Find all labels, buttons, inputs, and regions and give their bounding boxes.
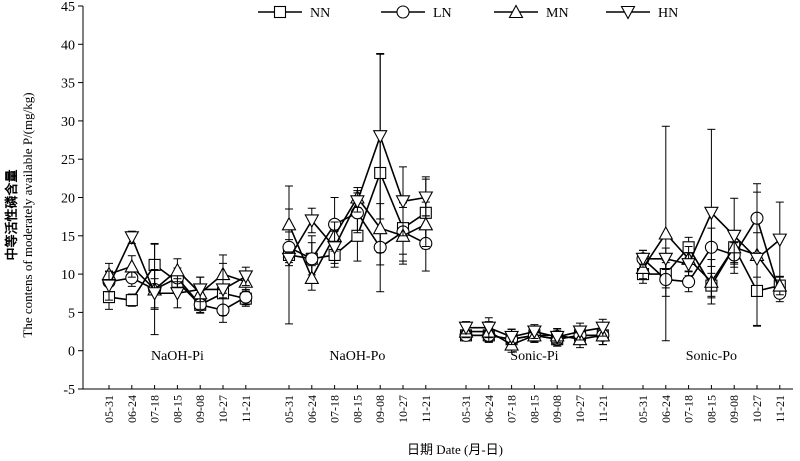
y-tick-label: 45 [61,0,75,15]
y-tick-label: 25 [61,153,75,168]
data-point-mn [658,225,674,240]
y-tick-label: 35 [61,77,75,92]
data-point-hn [372,130,388,144]
data-point-hn [572,325,588,340]
x-tick-label: 10-27 [573,395,587,423]
data-point-mn [418,216,434,231]
data-point-hn [726,229,742,244]
data-point-hn [215,283,231,298]
x-tick-label: 11-21 [239,395,253,423]
data-point-ln [305,252,319,266]
x-tick-label: 09-08 [727,395,741,423]
group-label: NaOH-Po [329,349,385,364]
data-point-hn [703,206,719,221]
data-point-ln [682,275,696,289]
x-axis-title: 日期 Date (月-日) [407,442,503,457]
x-tick-label: 11-21 [419,395,433,423]
x-tick-label: 09-08 [373,395,387,423]
y-tick-label: -5 [63,383,75,398]
legend-marker-nn [273,5,287,19]
data-point-ln [239,290,253,304]
x-tick-label: 05-31 [459,395,473,423]
data-point-hn [418,191,434,206]
x-tick-label: 05-31 [102,395,116,423]
x-tick-label: 06-24 [659,395,673,423]
x-tick-label: 10-27 [396,395,410,423]
y-tick-label: 30 [61,115,75,130]
data-point-hn [124,231,140,245]
data-point-mn [372,220,388,235]
x-tick-label: 06-24 [125,395,139,423]
legend-marker-ln [396,5,410,19]
y-tick-label: 40 [61,38,75,53]
x-tick-label: 08-15 [527,395,541,423]
data-point-hn [458,321,474,336]
y-tick-label: 0 [68,345,75,360]
x-tick-label: 06-24 [305,395,319,423]
data-point-hn [749,252,765,267]
x-tick-label: 09-08 [193,395,207,423]
legend-label: NN [310,6,330,21]
data-point-mn [124,258,140,273]
data-point-mn [281,216,297,231]
data-point-nn [125,294,138,307]
legend: NN LN MN HN [258,4,678,21]
data-point-hn [281,252,297,267]
x-tick-label: 11-21 [596,395,610,423]
x-tick-label: 07-18 [505,395,519,423]
x-tick-label: 11-21 [773,395,787,423]
y-tick-label: 15 [61,230,75,245]
data-point-hn [395,195,411,209]
legend-label: LN [433,6,452,21]
data-point-hn [635,252,651,267]
legend-marker-hn [620,5,636,20]
y-axis-title: 中等活性磷含量 The contens of moderately availa… [4,92,35,337]
data-point-mn [169,262,185,277]
data-point-hn [526,325,542,340]
data-point-mn [304,270,320,284]
group-label: NaOH-Pi [151,349,204,364]
legend-label: HN [658,6,678,21]
data-point-hn [169,287,185,301]
x-tick-label: 08-15 [170,395,184,423]
x-tick-label: 07-18 [682,395,696,423]
data-point-hn [481,321,497,336]
data-point-hn [595,321,611,336]
data-point-hn [772,233,788,248]
y-axis-title-en: The contens of moderately available P/(m… [20,92,35,337]
y-tick-label: 10 [61,268,75,283]
data-point-hn [658,252,674,267]
data-point-mn [772,277,788,292]
group-label: Sonic-Po [686,349,737,364]
data-point-hn [101,279,117,294]
data-point-hn [504,330,520,345]
data-point-hn [349,195,365,209]
data-point-hn [238,270,254,285]
y-axis-title-cn: 中等活性磷含量 [4,169,19,260]
x-tick-label: 09-08 [550,395,564,423]
x-tick-label: 08-15 [704,395,718,423]
data-point-hn [304,214,320,229]
legend-marker-mn [508,4,524,19]
x-tick-label: 07-18 [148,395,162,423]
x-tick-label: 06-24 [482,395,496,423]
x-tick-label: 10-27 [750,395,764,423]
group-label: Sonic-Pi [510,349,558,364]
data-point-hn [681,258,697,272]
x-tick-label: 05-31 [636,395,650,423]
x-tick-label: 05-31 [282,395,296,423]
y-tick-label: 5 [68,306,75,321]
legend-label: MN [546,6,569,21]
data-point-hn [549,330,565,345]
x-tick-label: 10-27 [216,395,230,423]
plot-area: -5 0 5 10 15 20 25 30 35 40 45 05-31 06-24 07-18 08-15… [61,0,793,423]
y-tick-label: 20 [61,192,75,207]
x-tick-label: 08-15 [350,395,364,423]
data-point-hn [192,283,208,298]
x-tick-label: 07-18 [328,395,342,423]
data-point-hn [327,241,343,255]
data-point-hn [147,287,163,301]
